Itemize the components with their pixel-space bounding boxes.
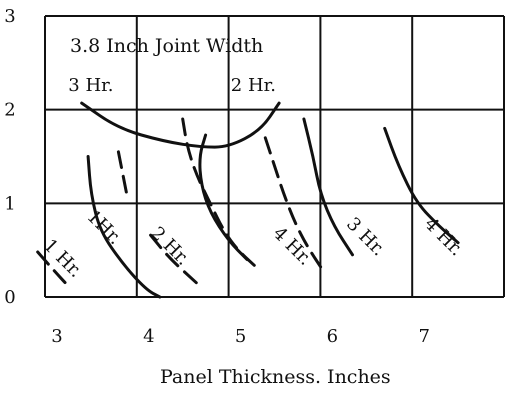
chart-title: 3.8 Inch Joint Width	[70, 35, 263, 57]
chart-grid	[44, 15, 505, 298]
series-curve-6	[181, 117, 258, 269]
y-tick-label: 2	[4, 100, 15, 121]
series-label-5: 2 Hr.	[147, 223, 194, 270]
chart-ticks: 3456780123	[4, 6, 430, 347]
series-curve-7	[263, 136, 327, 276]
chart-labels: 3 Hr. 2 Hr.1 Hr.1Hr. 2 Hr. 4 Hr. 3 Hr. 4 Hr.	[39, 75, 467, 282]
y-tick-label: 3	[4, 6, 15, 27]
series-label-0: 3 Hr.	[68, 75, 113, 96]
series-label-8: 3 Hr.	[342, 213, 389, 260]
series-label-3: 1Hr.	[83, 206, 126, 249]
x-axis-label: Panel Thickness. Inches	[160, 366, 391, 388]
x-tick-label: 3	[51, 326, 62, 347]
x-tick-label: 5	[235, 326, 246, 347]
x-tick-label: 4	[143, 326, 154, 347]
series-curve-9	[383, 126, 460, 245]
x-tick-label: 6	[327, 326, 338, 347]
series-curve-8	[302, 117, 354, 257]
series-curve-4	[116, 150, 130, 201]
y-tick-label: 0	[4, 287, 15, 308]
chart-curves	[36, 101, 460, 299]
series-label-9: 4 Hr.	[420, 213, 467, 260]
x-tick-label: 7	[418, 326, 429, 347]
y-tick-label: 1	[4, 193, 15, 214]
series-curve-0	[80, 101, 281, 149]
series-label-1: 2 Hr.	[231, 75, 276, 96]
series-curve-5	[149, 233, 198, 285]
series-curve-2	[36, 250, 70, 288]
series-label-2: 1 Hr.	[39, 235, 86, 282]
series-curve-3	[86, 155, 162, 299]
